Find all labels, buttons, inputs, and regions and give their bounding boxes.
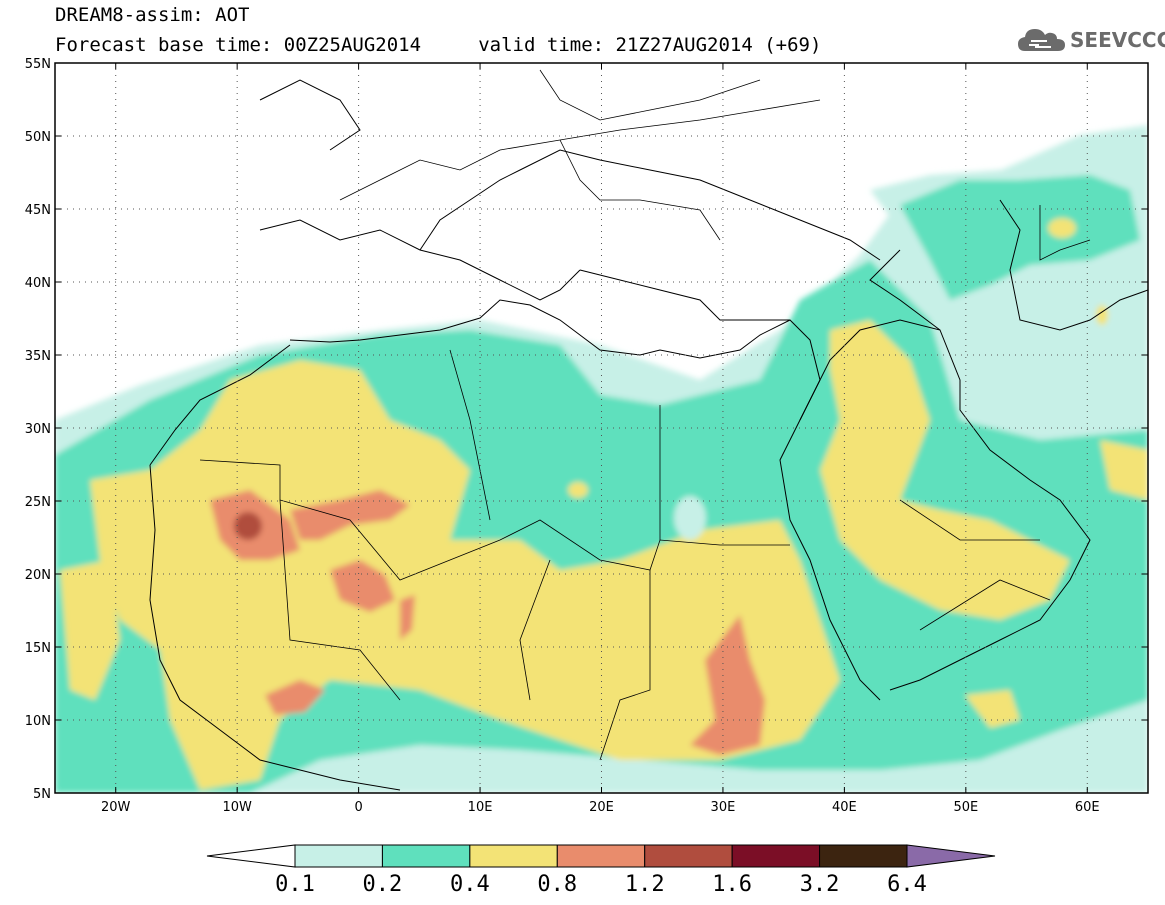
- lon-tick-label: 30E: [711, 800, 736, 815]
- lat-tick-label: 15N: [25, 641, 51, 656]
- colorbar-swatch: [381, 844, 471, 868]
- aot-level-0.4-eth: [965, 690, 1020, 728]
- aot-level-0.1-hole: [674, 496, 706, 540]
- colorbar-level-label: 3.2: [800, 872, 840, 897]
- aot-level-0.8-nigeria: [265, 680, 325, 715]
- aot-level-0.8-sudan: [690, 615, 765, 755]
- lon-tick-label: 60E: [1075, 800, 1100, 815]
- colorbar-level-label: 0.4: [450, 872, 490, 897]
- cloud-logo-icon: [1018, 29, 1065, 51]
- colorbar-swatch: [469, 844, 558, 868]
- colorbar-swatch: [294, 844, 383, 868]
- lon-tick-label: 20E: [589, 800, 614, 815]
- forecast-time-line: Forecast base time: 00Z25AUG2014 valid t…: [55, 34, 822, 56]
- borders: [199, 69, 1091, 761]
- aot-level-0.8-mali: [290, 490, 410, 540]
- aot-level-0.8-niger: [330, 560, 395, 612]
- colorbar-high-arrow: [906, 844, 996, 868]
- lat-tick-label: 45N: [25, 203, 51, 218]
- lat-tick-label: 35N: [25, 349, 51, 364]
- lat-tick-label: 50N: [25, 130, 51, 145]
- lon-tick-label: 50E: [953, 800, 978, 815]
- lon-tick-label: 0: [354, 800, 362, 815]
- aot-level-0.4: [90, 360, 840, 790]
- lat-tick-label: 10N: [25, 714, 51, 729]
- aot-level-0.4-arabia: [820, 320, 1070, 620]
- lat-tick-label: 25N: [25, 495, 51, 510]
- colorbar-swatch: [731, 844, 821, 868]
- aot-level-1.2-mauritania: [234, 512, 262, 540]
- lat-tick-label: 40N: [25, 276, 51, 291]
- map-title: DREAM8-assim: AOT: [55, 4, 250, 26]
- coastlines: [149, 79, 1148, 791]
- lat-tick-label: 55N: [25, 57, 51, 72]
- lon-tick-label: 40E: [832, 800, 857, 815]
- colorbar-swatch: [819, 844, 908, 868]
- colorbar-level-label: 0.2: [363, 872, 403, 897]
- latitude-axis: 55N 50N 45N 40N 35N 30N 25N 20N 15N 10N 5N: [25, 57, 1148, 802]
- lon-tick-label: 20W: [101, 800, 131, 815]
- colorbar-swatch: [556, 844, 646, 868]
- lat-tick-label: 5N: [33, 787, 51, 802]
- colorbar-low-arrow: [206, 844, 296, 868]
- colorbar-level-label: 6.4: [887, 872, 927, 897]
- colorbar-level-label: 1.2: [625, 872, 665, 897]
- colorbar-level-label: 0.1: [275, 872, 315, 897]
- graticule: [55, 63, 1148, 793]
- longitude-axis: 20W 10W 0 10E 20E 30E 40E 50E 60E: [101, 63, 1100, 815]
- aot-level-0.4-sahel-west: [60, 560, 120, 700]
- seevccc-logo: SEEVCCC: [1017, 24, 1165, 56]
- colorbar: 0.1 0.2 0.4 0.8 1.2 1.6 3.2 6.4: [206, 844, 996, 897]
- aot-level-0.2-caspian: [900, 175, 1140, 300]
- aot-level-0.4-small-3: [1048, 218, 1076, 238]
- aot-level-0.4-gulf: [1100, 440, 1148, 500]
- aot-level-0.8-chad: [400, 595, 415, 640]
- lon-tick-label: 10W: [222, 800, 252, 815]
- lon-tick-label: 10E: [468, 800, 493, 815]
- lat-tick-label: 20N: [25, 568, 51, 583]
- aot-level-0.4-small-1: [568, 482, 588, 498]
- logo-text: SEEVCCC: [1070, 28, 1165, 52]
- colorbar-level-label: 0.8: [537, 872, 577, 897]
- lat-tick-label: 30N: [25, 422, 51, 437]
- colorbar-level-label: 1.6: [712, 872, 752, 897]
- colorbar-swatch: [644, 844, 733, 868]
